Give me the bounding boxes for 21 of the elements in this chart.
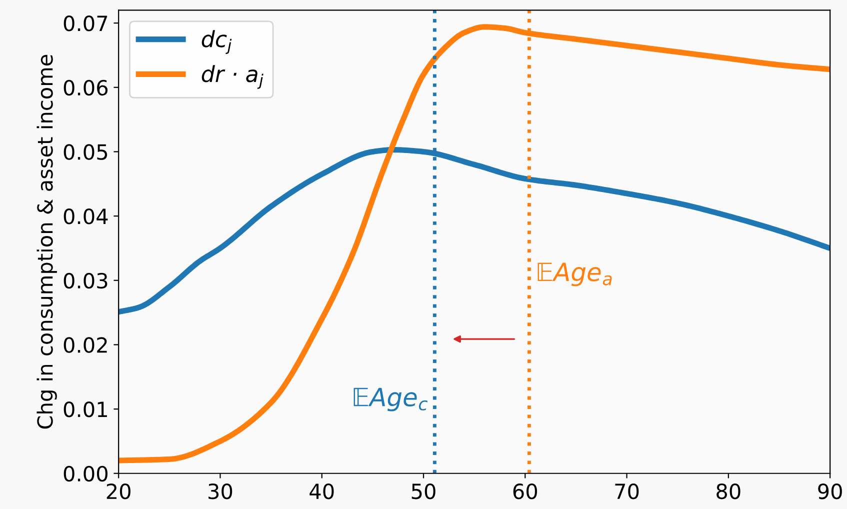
y-tick-label: 0.05 [64,144,108,160]
x-tick-label: 50 [412,483,436,500]
legend-label: dr · a$_{j}$ [202,65,264,89]
annotation: 𝔼Age$_{c}$ [354,388,428,412]
y-tick-label: 0.00 [64,466,108,482]
x-tick-label: 70 [615,483,639,500]
x-tick-label: 60 [513,483,538,500]
legend-label: dc$_{j}$ [202,30,232,54]
y-axis-title: Chg in consumption & asset income [36,54,57,429]
y-tick-label: 0.07 [64,16,108,32]
x-tick-label: 30 [208,483,232,500]
x-tick-label: 80 [716,483,740,500]
x-tick-label: 40 [310,483,334,500]
y-tick-label: 0.02 [64,337,107,353]
annotation: 𝔼Age$_{a}$ [538,262,612,286]
x-tick-label: 20 [106,483,130,500]
y-tick-label: 0.04 [64,208,108,224]
y-tick-label: 0.06 [64,80,108,96]
y-tick-label: 0.01 [64,401,107,418]
y-tick-label: 0.03 [64,272,108,289]
x-tick-label: 90 [818,483,842,500]
